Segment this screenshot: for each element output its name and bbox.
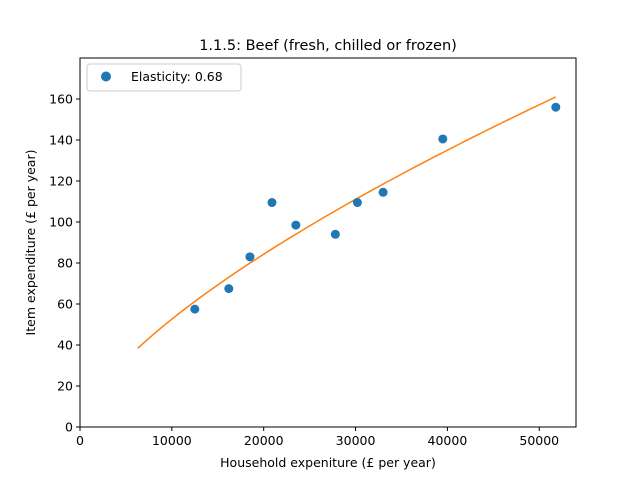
- x-tick-label: 20000: [244, 433, 284, 448]
- x-axis-label: Household expeniture (£ per year): [220, 455, 436, 470]
- scatter-points-layer: [190, 102, 561, 314]
- y-axis-label: Item expenditure (£ per year): [23, 150, 38, 336]
- fit-curve-line: [137, 96, 557, 349]
- x-tick-label: 30000: [336, 433, 376, 448]
- scatter-point: [438, 134, 448, 144]
- y-tick-label: 40: [57, 338, 73, 353]
- y-tick-label: 60: [57, 297, 73, 312]
- scatter-point: [551, 102, 561, 112]
- legend-marker: [101, 71, 111, 82]
- scatter-point: [267, 198, 277, 208]
- scatter-point: [378, 187, 388, 197]
- legend-box: [86, 63, 242, 92]
- scatter-point: [352, 198, 362, 208]
- legend: Elasticity: 0.68: [86, 63, 242, 92]
- y-tick-label: 140: [49, 133, 73, 148]
- x-axis-ticks: 0 10000 20000 30000 40000 50000: [76, 427, 559, 448]
- scatter-point: [224, 284, 234, 294]
- scatter-point: [245, 252, 255, 262]
- y-tick-label: 160: [49, 92, 73, 107]
- scatter-point: [190, 304, 200, 314]
- y-axis-ticks: 0 20 40 60 80 100 120 140 160: [49, 92, 80, 435]
- fit-curve-layer: [137, 96, 557, 349]
- x-tick-label: 0: [76, 433, 84, 448]
- y-tick-label: 20: [57, 379, 73, 394]
- y-tick-label: 100: [49, 215, 73, 230]
- legend-label: Elasticity: 0.68: [131, 69, 223, 84]
- scatter-point: [330, 229, 340, 239]
- y-tick-label: 120: [49, 174, 73, 189]
- x-tick-label: 40000: [428, 433, 468, 448]
- plot-area-frame: [79, 57, 577, 428]
- y-tick-label: 80: [57, 256, 73, 271]
- x-tick-label: 50000: [519, 433, 559, 448]
- chart-title: 1.1.5: Beef (fresh, chilled or frozen): [199, 38, 457, 54]
- scatter-point: [291, 220, 301, 230]
- y-tick-label: 0: [65, 420, 73, 435]
- x-tick-label: 10000: [152, 433, 192, 448]
